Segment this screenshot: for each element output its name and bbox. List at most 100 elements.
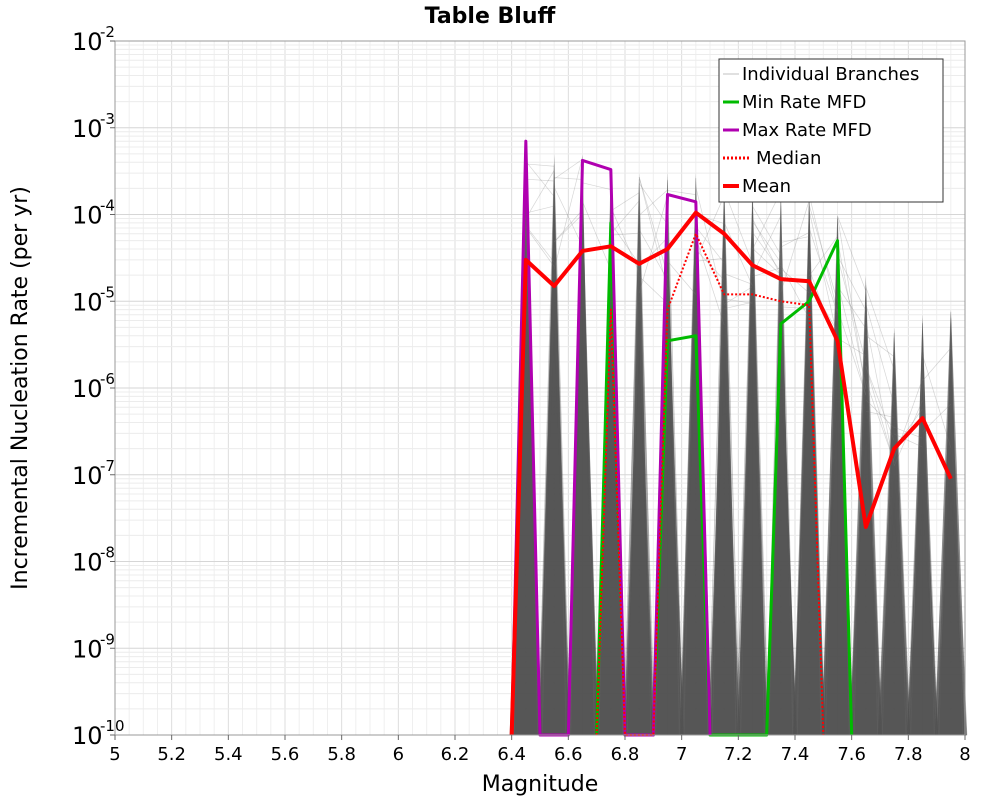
y-tick-exponent: -6	[100, 370, 115, 388]
legend: Individual Branches Min Rate MFD Max Rat…	[718, 58, 944, 203]
branch-line	[582, 201, 612, 270]
legend-box	[718, 58, 944, 203]
branch-line	[752, 215, 782, 275]
branch-line	[837, 240, 867, 388]
branch-line	[724, 273, 753, 285]
branch-line	[865, 286, 895, 370]
y-axis-label: Incremental Nucleation Rate (per yr)	[8, 186, 33, 590]
branch-line	[638, 276, 668, 304]
series-layer	[509, 139, 953, 737]
x-tick-label: 5	[109, 744, 120, 765]
branch-line	[525, 170, 555, 219]
x-tick-label: 7.2	[724, 744, 753, 765]
x-tick-label: 8	[959, 744, 970, 765]
branch-line	[667, 260, 697, 295]
series-line-median	[595, 232, 825, 736]
branch-line	[610, 223, 640, 265]
series-line-mean	[509, 210, 953, 736]
branch-line	[865, 399, 895, 429]
branch-line	[865, 365, 895, 463]
branch-spike	[679, 173, 713, 736]
branch-line	[553, 209, 583, 243]
branch-spike	[877, 327, 911, 736]
branch-line	[837, 282, 867, 396]
branch-line	[837, 216, 867, 390]
y-tick-label: 10	[72, 115, 103, 143]
branch-line	[695, 226, 725, 264]
x-tick-label: 7.4	[781, 744, 810, 765]
y-tick-label: 10	[72, 202, 103, 230]
branch-line	[837, 215, 867, 292]
y-tick-label: 10	[72, 28, 103, 56]
branch-line	[865, 303, 895, 406]
branch-line	[780, 236, 810, 243]
branch-line	[638, 189, 668, 216]
branch-line	[837, 308, 867, 396]
branch-line	[525, 205, 555, 214]
branch-line	[837, 337, 867, 356]
branch-line	[865, 380, 895, 463]
branch-spike	[906, 314, 939, 736]
branch-line	[808, 194, 838, 313]
branch-line	[752, 221, 782, 263]
branch-line	[922, 347, 952, 382]
y-tick-label: 10	[72, 288, 103, 316]
branch-line	[922, 354, 952, 448]
branch-line	[695, 195, 725, 261]
branch-line	[723, 222, 753, 287]
branch-line	[752, 206, 782, 255]
branch-spike	[707, 188, 741, 736]
branch-line	[865, 335, 895, 357]
x-tick-label: 6.8	[611, 744, 640, 765]
branch-line	[553, 158, 583, 180]
branch-line	[724, 301, 753, 310]
legend-label-individual-branches: Individual Branches	[742, 64, 919, 85]
series-line-max-rate-mfd	[510, 139, 712, 737]
chart-title: Table Bluff	[425, 4, 557, 29]
branch-line	[638, 195, 668, 294]
x-tick-label: 6.6	[554, 744, 583, 765]
legend-label-max-rate: Max Rate MFD	[742, 120, 872, 141]
x-tick-label: 5.6	[271, 744, 300, 765]
y-tick-label: 10	[72, 722, 103, 750]
x-tick-label: 5.8	[327, 744, 356, 765]
branch-line	[894, 433, 923, 448]
branch-line	[525, 226, 555, 267]
branch-line	[780, 306, 810, 309]
y-tick-exponent: -2	[100, 23, 115, 41]
branch-spike	[934, 309, 968, 736]
y-tick-exponent: -3	[100, 110, 115, 128]
branch-line	[837, 286, 867, 329]
branch-spike	[651, 173, 684, 736]
branch-line	[554, 177, 583, 180]
y-tick-exponent: -5	[100, 283, 115, 301]
branch-line	[695, 237, 725, 326]
branch-line	[610, 192, 640, 212]
branch-line	[808, 205, 838, 302]
x-tick-label: 6.4	[497, 744, 526, 765]
legend-label-median: Median	[756, 148, 821, 169]
branch-line	[638, 176, 668, 276]
branch-line	[723, 286, 753, 305]
branch-line	[610, 200, 640, 235]
legend-label-min-rate: Min Rate MFD	[742, 92, 866, 113]
y-tick-exponent: -10	[100, 717, 125, 735]
y-tick-label: 10	[72, 462, 103, 490]
branch-line	[525, 178, 555, 182]
branch-line	[638, 183, 668, 225]
branch-line	[695, 186, 725, 306]
y-tick-exponent: -4	[100, 197, 115, 215]
x-axis-label: Magnitude	[482, 772, 599, 797]
y-tick-label: 10	[72, 375, 103, 403]
branch-spike	[792, 188, 826, 736]
x-tick-label: 6.2	[441, 744, 470, 765]
branch-line	[780, 232, 810, 248]
branch-line	[837, 255, 867, 311]
branch-line	[525, 225, 555, 263]
branch-line	[808, 236, 838, 277]
x-tick-label: 7.8	[894, 744, 923, 765]
x-tick-label: 5.4	[214, 744, 243, 765]
y-tick-label: 10	[72, 549, 103, 577]
branch-line	[582, 182, 611, 190]
